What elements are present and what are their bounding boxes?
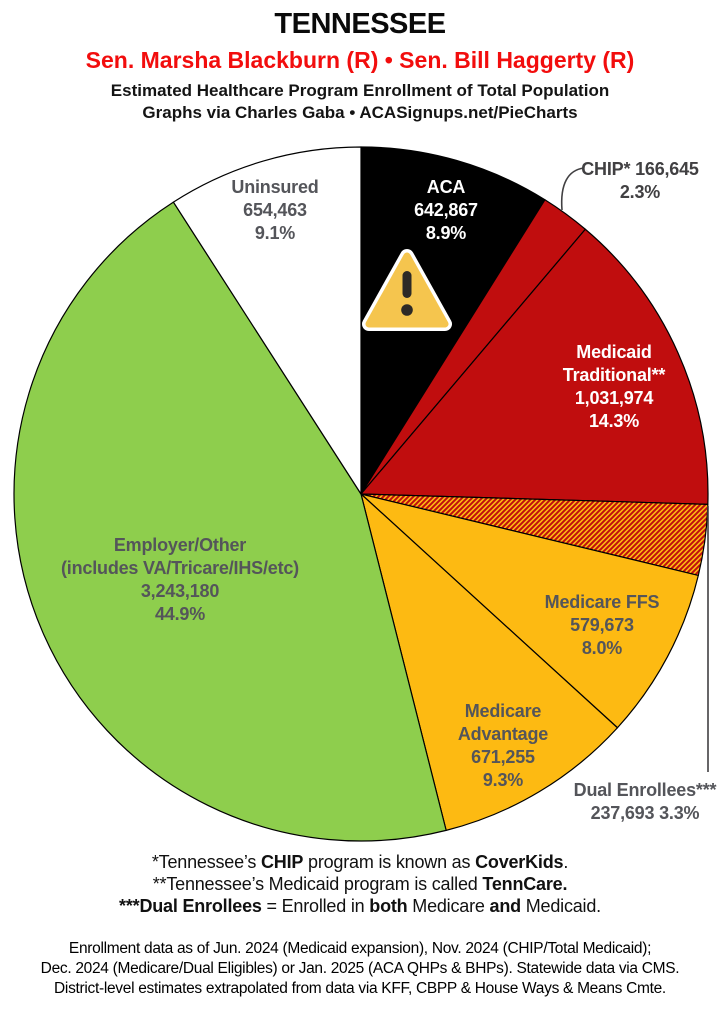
slice-name: CHIP* [581, 159, 631, 179]
chip-callout-line [560, 167, 585, 211]
slice-label-medicare-advantage: Medicare Advantage 671,255 9.3% [433, 700, 573, 792]
slice-name: Medicare FFS [544, 592, 660, 612]
slice-name: Employer/Other [113, 535, 247, 555]
slice-value: 237,693 [590, 803, 655, 823]
source-note-line3: District-level estimates extrapolated fr… [54, 980, 666, 997]
footnote-chip: *Tennessee’s CHIP program is known as Co… [151, 852, 569, 872]
slice-name: Medicaid [576, 342, 652, 362]
slice-label-medicaid-traditional: Medicaid Traditional** 1,031,974 14.3% [534, 341, 694, 433]
slice-name: ACA [426, 177, 466, 197]
slice-percent: 44.9% [154, 604, 206, 624]
slice-value: 1,031,974 [574, 388, 654, 408]
pie-chart [13, 146, 709, 842]
slice-value: 671,255 [471, 747, 535, 767]
slice-label-chip: CHIP* 166,645 2.3% [560, 158, 720, 204]
slice-name: (includes VA/Tricare/IHS/etc) [61, 558, 299, 578]
footnote-medicaid: **Tennessee’s Medicaid program is called… [152, 874, 568, 894]
slice-percent: 8.9% [425, 223, 467, 243]
pie-slice-employer-other [13, 201, 447, 842]
slice-name: Dual Enrollees*** [573, 780, 717, 800]
slice-percent: 9.3% [482, 770, 524, 790]
source-note-line2: Dec. 2024 (Medicare/Dual Eligibles) or J… [40, 960, 680, 977]
credit-line: Graphs via Charles Gaba • ACASignups.net… [142, 103, 578, 122]
pie-slice-medicare-ffs [360, 493, 699, 729]
slice-value: 3,243,180 [140, 581, 220, 601]
slice-percent: 8.0% [581, 638, 623, 658]
slice-value: 642,867 [414, 200, 478, 220]
senators-line: Sen. Marsha Blackburn (R) • Sen. Bill Ha… [85, 47, 635, 73]
slice-label-uninsured: Uninsured 654,463 9.1% [195, 176, 355, 245]
warning-triangle-icon [362, 249, 452, 331]
slice-name: Advantage [457, 724, 549, 744]
slice-value: 166,645 [635, 159, 699, 179]
page-title: TENNESSEE [274, 8, 446, 40]
slice-percent: 9.1% [254, 223, 296, 243]
slice-name: Uninsured [231, 177, 319, 197]
slice-label-medicare-ffs: Medicare FFS 579,673 8.0% [522, 591, 682, 660]
chart-subtitle: Estimated Healthcare Program Enrollment … [110, 81, 610, 100]
footnote-dual: ***Dual Enrollees = Enrolled in both Med… [119, 896, 601, 916]
slice-percent: 3.3% [659, 803, 700, 823]
source-note-line1: Enrollment data as of Jun. 2024 (Medicai… [68, 940, 652, 957]
slice-label-employer-other: Employer/Other (includes VA/Tricare/IHS/… [52, 534, 308, 626]
slice-value: 579,673 [570, 615, 634, 635]
slice-label-dual-enrollees: Dual Enrollees*** 237,693 3.3% [570, 779, 720, 825]
pie-slice-aca [360, 146, 546, 495]
slice-percent: 14.3% [588, 411, 640, 431]
slice-name: Medicare [464, 701, 542, 721]
slice-name: Traditional** [562, 365, 666, 385]
pie-slice-medicaid-traditional [360, 228, 709, 505]
slice-label-aca: ACA 642,867 8.9% [366, 176, 526, 245]
pie-slice-uninsured [172, 146, 362, 495]
slice-value: 654,463 [243, 200, 307, 220]
slice-percent: 2.3% [619, 182, 661, 202]
